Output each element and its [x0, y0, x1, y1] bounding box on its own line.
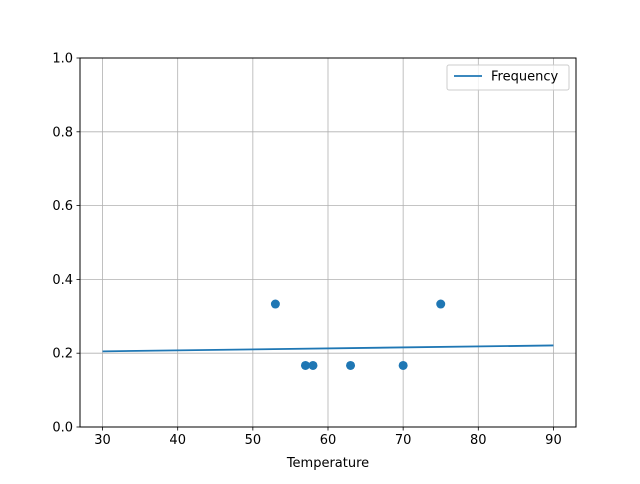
- y-tick-label: 0.2: [52, 347, 73, 362]
- grid: [80, 57, 576, 428]
- scatter-point: [436, 299, 446, 309]
- x-tick-label: 60: [320, 433, 337, 448]
- x-tick-label: 90: [545, 433, 562, 448]
- x-tick-label: 80: [470, 433, 487, 448]
- y-tick-label: 1.0: [52, 52, 73, 67]
- legend: Frequency: [446, 64, 570, 91]
- y-tick-label: 0.0: [52, 421, 73, 436]
- scatter-point: [300, 360, 310, 370]
- scatter-point: [308, 360, 318, 370]
- y-tick-label: 0.8: [52, 125, 73, 140]
- scatter-point: [346, 360, 356, 370]
- y-tick-label: 0.6: [52, 199, 73, 214]
- ticks: 30 40 50 60 70 80 90 0.0 0.2 0.4 0.6 0.8 1.0: [52, 52, 561, 449]
- series: [102, 299, 554, 370]
- x-tick-label: 40: [169, 433, 186, 448]
- legend-label: Frequency: [491, 70, 558, 85]
- scatter-point: [398, 360, 408, 370]
- x-tick-label: 50: [245, 433, 262, 448]
- frequency-line: [102, 344, 554, 353]
- x-tick-label: 30: [94, 433, 111, 448]
- scatter-point: [270, 299, 280, 309]
- x-axis-label: Temperature: [286, 456, 369, 471]
- y-tick-label: 0.4: [52, 273, 73, 288]
- x-tick-label: 70: [395, 433, 412, 448]
